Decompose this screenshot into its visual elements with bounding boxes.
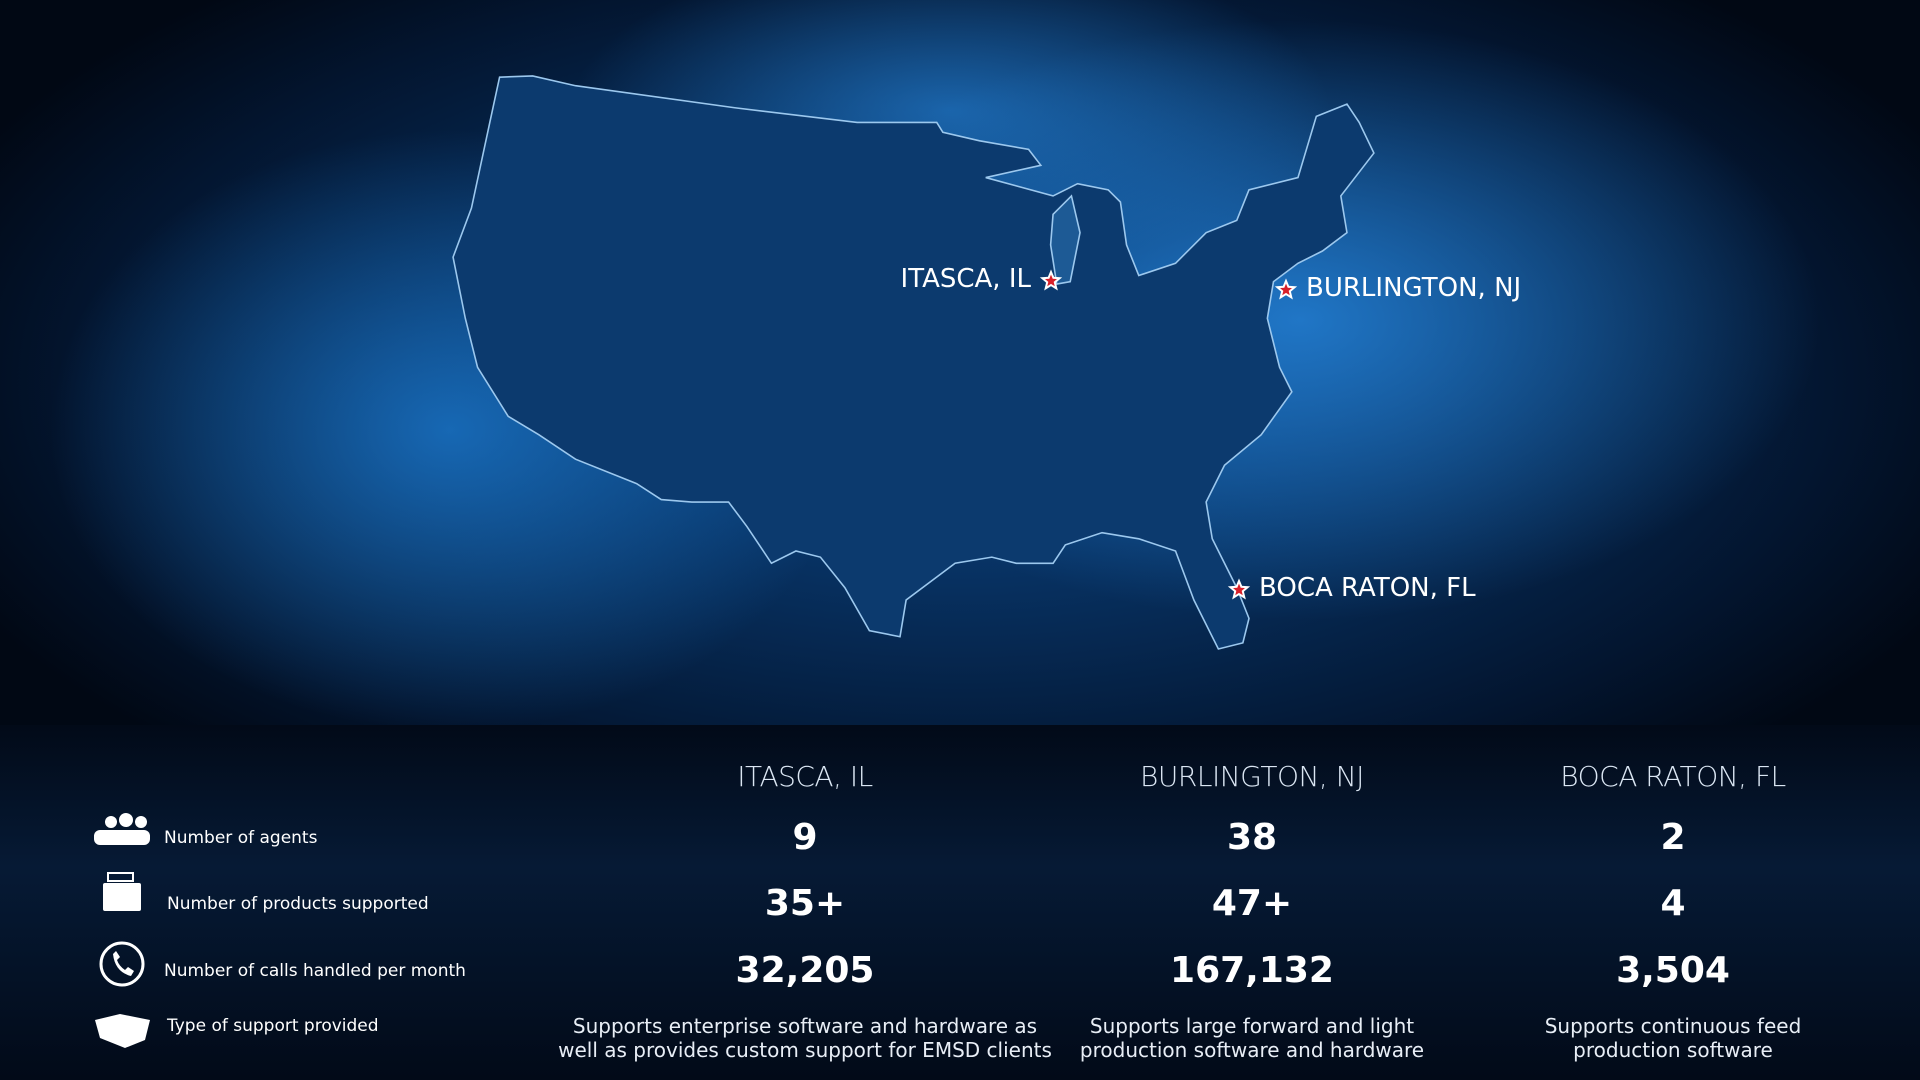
column-header: ITASCA, IL bbox=[737, 760, 873, 793]
support-text: well as provides custom support for EMSD… bbox=[558, 1038, 1052, 1062]
phone-icon bbox=[99, 941, 145, 987]
location-star bbox=[1039, 269, 1063, 291]
lake bbox=[1049, 194, 1081, 286]
map bbox=[452, 75, 1375, 650]
row-label: Type of support provided bbox=[167, 1016, 379, 1036]
support-text: production software bbox=[1573, 1038, 1773, 1062]
us-outline bbox=[452, 75, 1375, 650]
handshake-icon bbox=[95, 1014, 150, 1048]
column-header: BOCA RATON, FL bbox=[1560, 760, 1786, 793]
stat-value: 35+ bbox=[764, 883, 846, 924]
agents-icon bbox=[94, 813, 150, 845]
stat-value: 3,504 bbox=[1616, 950, 1730, 991]
stat-value: 9 bbox=[792, 817, 818, 858]
row-label: Number of products supported bbox=[167, 894, 429, 914]
support-text: Supports large forward and light bbox=[1089, 1014, 1415, 1038]
printer-icon bbox=[103, 872, 141, 911]
stat-value: 32,205 bbox=[735, 950, 875, 991]
stat-value: 4 bbox=[1660, 883, 1686, 924]
stat-value: 2 bbox=[1660, 817, 1686, 858]
row-label: Number of calls handled per month bbox=[164, 961, 466, 981]
stat-value: 167,132 bbox=[1170, 950, 1334, 991]
column-header: BURLINGTON, NJ bbox=[1140, 760, 1364, 793]
location-label: BOCA RATON, FL bbox=[1259, 573, 1476, 603]
stat-value: 47+ bbox=[1211, 883, 1293, 924]
stat-value: 38 bbox=[1226, 817, 1278, 858]
location-star bbox=[1274, 278, 1298, 300]
row-label: Number of agents bbox=[164, 828, 318, 848]
stats-panel bbox=[0, 725, 1920, 1080]
location-label: BURLINGTON, NJ bbox=[1306, 273, 1522, 303]
support-text: production software and hardware bbox=[1079, 1038, 1425, 1062]
support-text: Supports continuous feed bbox=[1544, 1014, 1802, 1038]
location-label: ITASCA, IL bbox=[900, 264, 1031, 294]
location-star bbox=[1227, 578, 1251, 600]
support-text: Supports enterprise software and hardwar… bbox=[572, 1014, 1038, 1038]
country-outline bbox=[452, 75, 1375, 650]
